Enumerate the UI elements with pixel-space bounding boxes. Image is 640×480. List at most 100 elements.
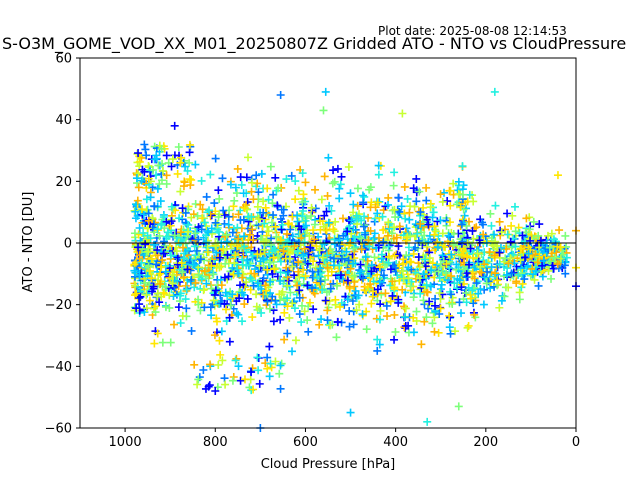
data-point bbox=[337, 172, 346, 181]
data-point bbox=[293, 247, 302, 256]
data-point bbox=[536, 262, 545, 271]
data-point bbox=[435, 273, 444, 282]
data-point bbox=[234, 362, 243, 371]
data-point bbox=[209, 270, 218, 279]
data-point bbox=[446, 201, 455, 210]
data-point bbox=[193, 380, 202, 389]
data-point bbox=[277, 359, 286, 368]
data-point bbox=[451, 327, 460, 336]
data-point bbox=[240, 375, 249, 384]
data-point bbox=[374, 234, 383, 243]
data-point bbox=[176, 291, 185, 300]
data-point bbox=[404, 274, 413, 283]
data-point bbox=[410, 202, 419, 211]
data-point bbox=[156, 269, 165, 278]
data-point bbox=[210, 199, 219, 208]
data-point bbox=[416, 219, 425, 228]
data-point bbox=[224, 272, 233, 281]
data-point bbox=[141, 240, 150, 249]
data-point bbox=[361, 230, 370, 239]
data-point bbox=[190, 283, 199, 292]
data-point bbox=[206, 360, 215, 369]
data-point bbox=[358, 310, 367, 319]
data-point bbox=[140, 140, 149, 149]
data-point bbox=[531, 267, 540, 276]
data-point bbox=[282, 175, 291, 184]
data-point bbox=[253, 353, 262, 362]
data-point bbox=[447, 272, 456, 281]
data-point bbox=[211, 218, 220, 227]
data-point bbox=[184, 227, 193, 236]
data-point bbox=[294, 287, 303, 296]
data-point bbox=[518, 231, 527, 240]
data-point bbox=[422, 183, 431, 192]
data-point bbox=[530, 275, 539, 284]
y-axis: 60 40 20 0 −20 −40 −60 bbox=[45, 52, 80, 437]
data-point bbox=[468, 226, 477, 235]
y-tick-label: −20 bbox=[45, 298, 72, 313]
data-point bbox=[212, 317, 221, 326]
data-point bbox=[231, 183, 240, 192]
data-point bbox=[137, 176, 146, 185]
data-point bbox=[476, 262, 485, 271]
data-point bbox=[400, 323, 409, 332]
data-point bbox=[442, 259, 451, 268]
data-point bbox=[349, 200, 358, 209]
data-point bbox=[291, 252, 300, 261]
data-point bbox=[229, 372, 238, 381]
y-tick-label: 40 bbox=[55, 113, 72, 128]
data-point bbox=[364, 213, 373, 222]
data-point bbox=[426, 203, 435, 212]
data-point bbox=[520, 253, 529, 262]
data-point bbox=[280, 335, 289, 344]
data-point bbox=[354, 214, 363, 223]
data-point bbox=[133, 196, 142, 205]
data-point bbox=[168, 279, 177, 288]
data-point bbox=[354, 291, 363, 300]
data-point bbox=[433, 243, 442, 252]
data-point bbox=[162, 171, 171, 180]
data-point bbox=[273, 201, 282, 210]
data-point bbox=[132, 289, 141, 298]
data-point bbox=[456, 203, 465, 212]
data-point bbox=[317, 195, 326, 204]
data-point bbox=[276, 384, 285, 393]
data-point bbox=[316, 264, 325, 273]
x-tick-label: 1000 bbox=[109, 435, 142, 450]
data-point bbox=[409, 184, 418, 193]
data-point bbox=[332, 333, 341, 342]
data-point bbox=[263, 184, 272, 193]
data-point bbox=[234, 234, 243, 243]
data-point bbox=[452, 260, 461, 269]
data-point bbox=[348, 260, 357, 269]
data-point bbox=[145, 296, 154, 305]
data-point bbox=[249, 281, 258, 290]
data-point bbox=[331, 295, 340, 304]
data-point bbox=[131, 268, 140, 277]
data-point bbox=[283, 294, 292, 303]
data-point bbox=[428, 213, 437, 222]
data-point bbox=[200, 218, 209, 227]
data-point bbox=[276, 268, 285, 277]
data-point bbox=[502, 244, 511, 253]
data-point bbox=[346, 189, 355, 198]
data-point bbox=[226, 301, 235, 310]
data-point bbox=[278, 220, 287, 229]
data-point bbox=[502, 270, 511, 279]
data-point bbox=[398, 285, 407, 294]
data-point bbox=[415, 263, 424, 272]
data-point bbox=[459, 244, 468, 253]
data-point bbox=[284, 219, 293, 228]
data-point bbox=[379, 237, 388, 246]
data-point bbox=[384, 258, 393, 267]
data-point bbox=[317, 315, 326, 324]
data-point bbox=[544, 266, 553, 275]
data-point bbox=[158, 255, 167, 264]
data-point bbox=[503, 209, 512, 218]
data-point bbox=[215, 336, 224, 345]
data-point bbox=[383, 231, 392, 240]
data-point bbox=[266, 162, 275, 171]
data-point bbox=[144, 247, 153, 256]
data-point bbox=[457, 250, 466, 259]
data-point bbox=[276, 315, 285, 324]
